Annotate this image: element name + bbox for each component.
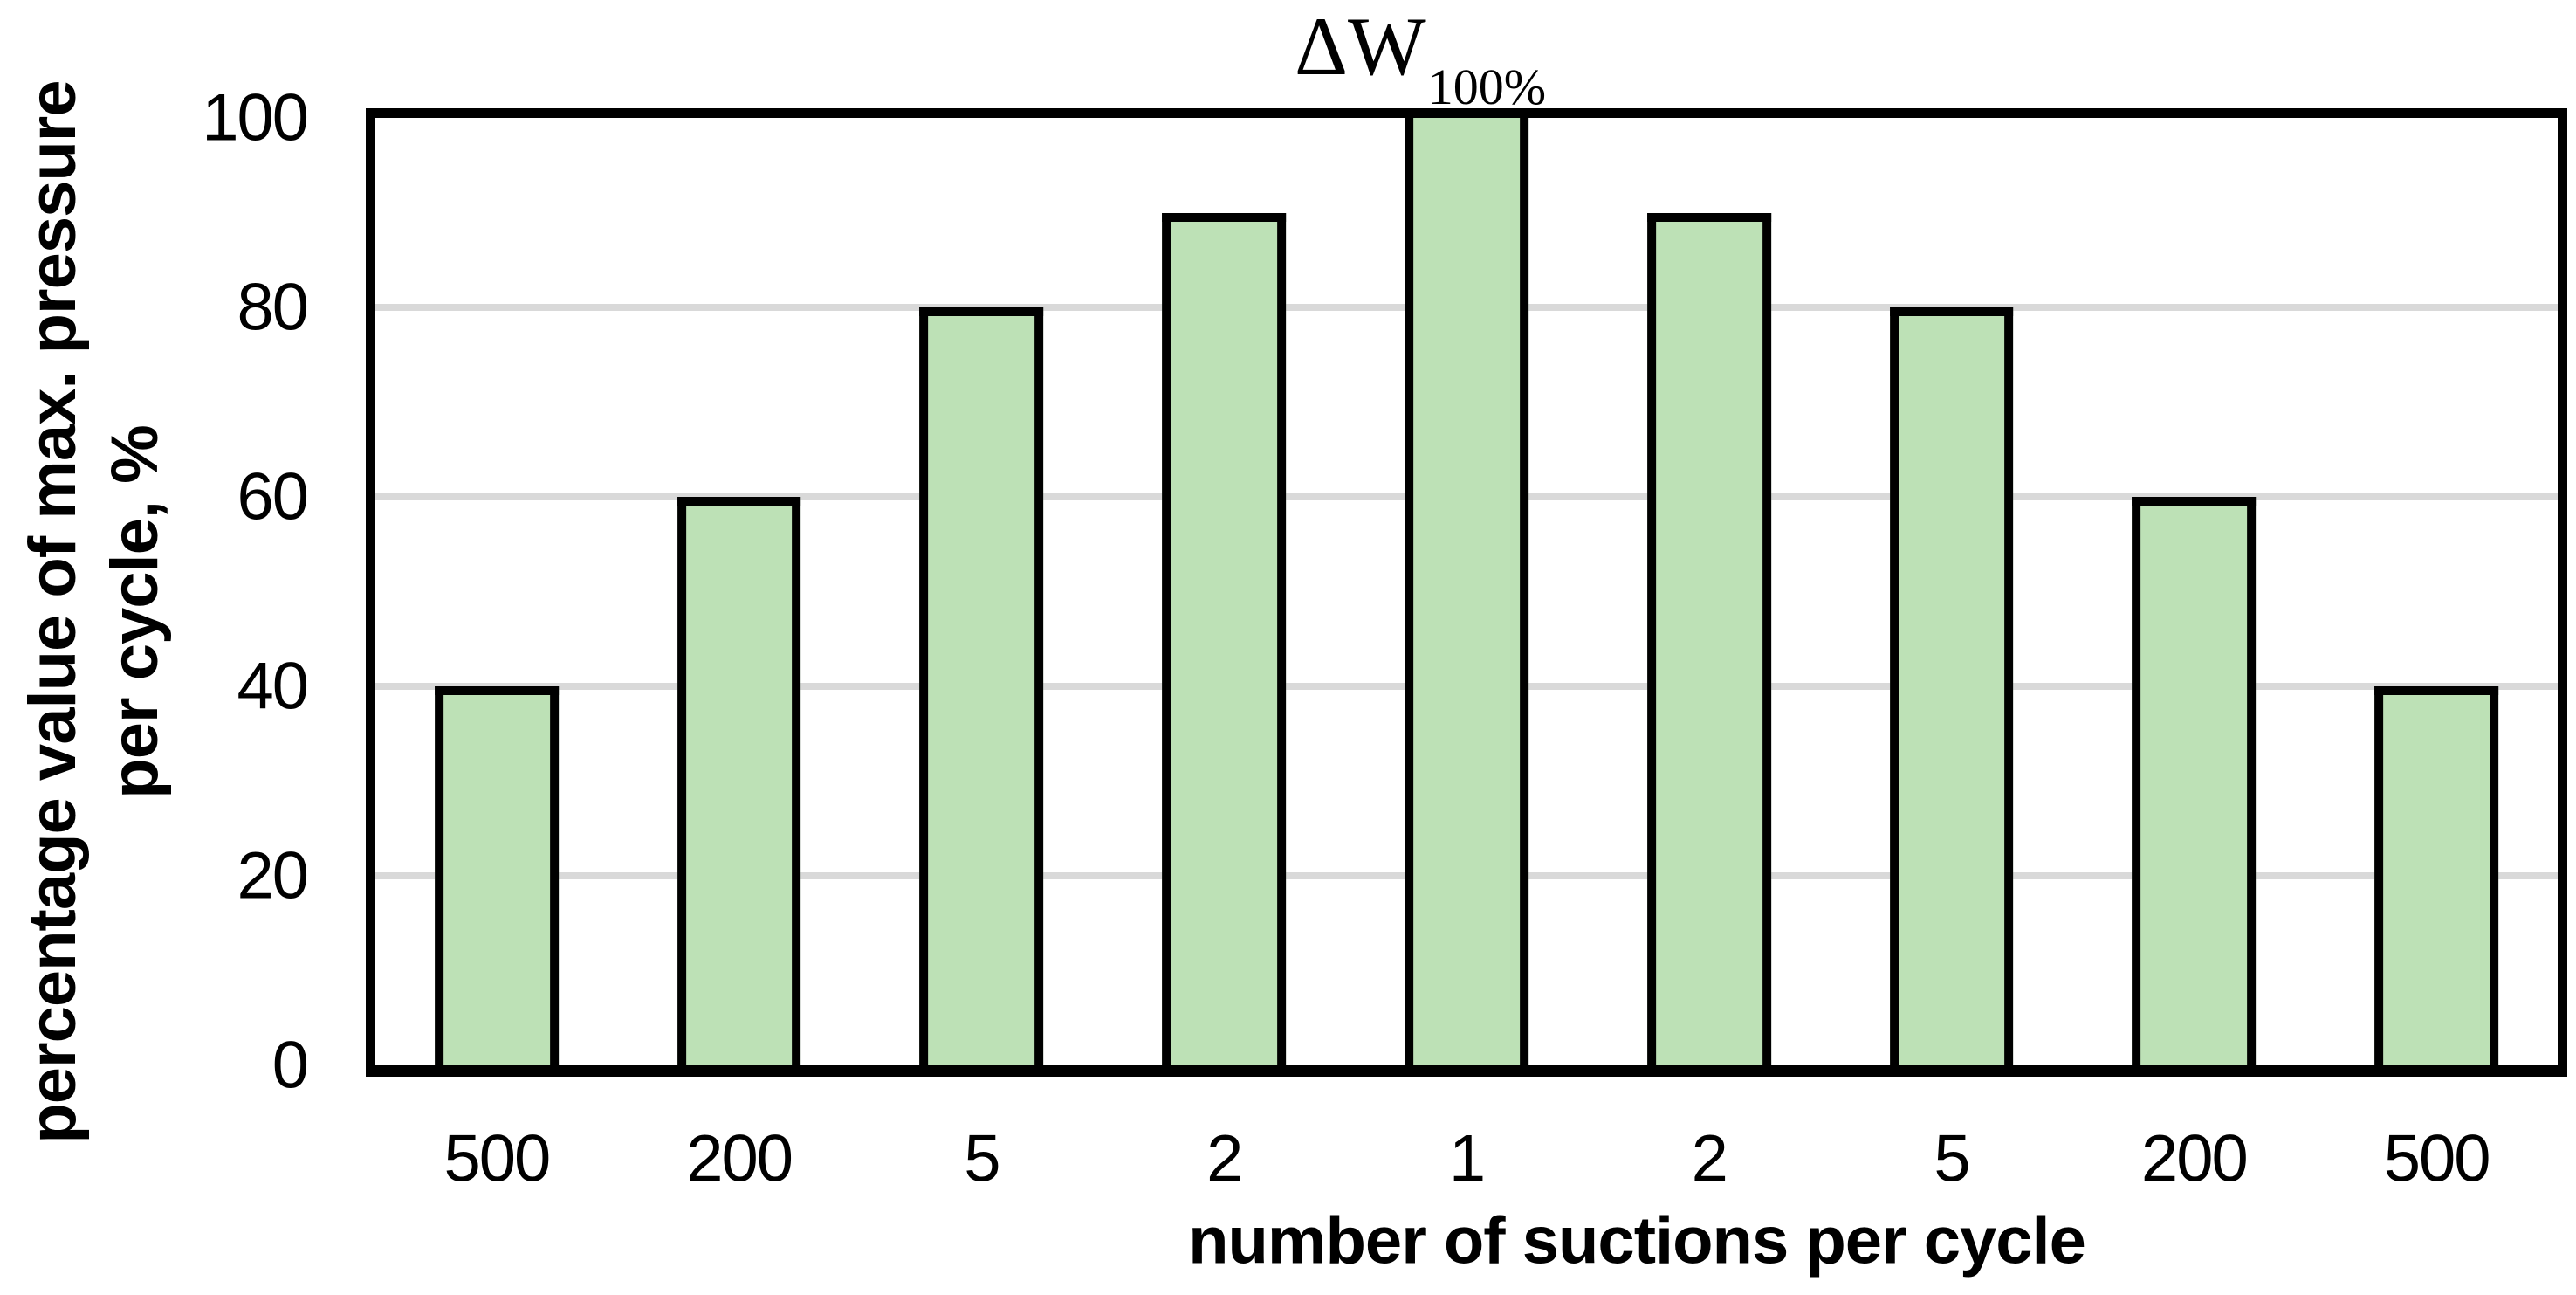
- x-tick-label-6-5: 5: [1934, 1121, 1970, 1196]
- x-tick-label-1-200: 200: [686, 1121, 793, 1196]
- y-tick-label-40: 40: [237, 649, 309, 724]
- y-axis-title-line2: per cycle, %: [98, 425, 172, 799]
- y-tick-label-80: 80: [237, 270, 309, 345]
- bar-1-cat-200: [677, 497, 801, 1065]
- x-tick-label-7-200: 200: [2140, 1121, 2249, 1196]
- x-tick-label-5-2: 2: [1691, 1121, 1728, 1196]
- x-tick-label-3-2: 2: [1206, 1121, 1243, 1196]
- chart-title: ΔW100%: [1294, 0, 1546, 112]
- x-tick-label-8-500: 500: [2383, 1121, 2491, 1196]
- y-axis-title: percentage value of max. pressure per cy…: [12, 0, 176, 1267]
- x-tick-label-4-1: 1: [1448, 1121, 1486, 1196]
- y-tick-label-60: 60: [237, 459, 309, 534]
- bar-7-cat-200: [2132, 497, 2257, 1065]
- y-tick-label-0: 0: [271, 1028, 309, 1103]
- bar-4-cat-1: [1405, 118, 1528, 1065]
- bar-0-cat-500: [435, 686, 559, 1065]
- chart-title-subscript: 100%: [1427, 59, 1547, 115]
- bar-8-cat-500: [2374, 686, 2498, 1065]
- plot-area: [366, 108, 2567, 1077]
- bar-5-cat-2: [1646, 212, 1771, 1065]
- chart-title-main: ΔW: [1294, 0, 1426, 93]
- bar-6-cat-5: [1889, 307, 2014, 1065]
- bar-2-cat-5: [919, 307, 1044, 1065]
- y-tick-label-20: 20: [237, 838, 309, 913]
- x-tick-label-0-500: 500: [443, 1121, 551, 1196]
- y-axis-title-line1: percentage value of max. pressure: [16, 80, 90, 1144]
- x-tick-label-2-5: 5: [964, 1121, 1000, 1196]
- y-tick-label-100: 100: [202, 80, 309, 155]
- x-axis-title: number of suctions per cycle: [1188, 1203, 2086, 1278]
- bar-3-cat-2: [1162, 212, 1287, 1065]
